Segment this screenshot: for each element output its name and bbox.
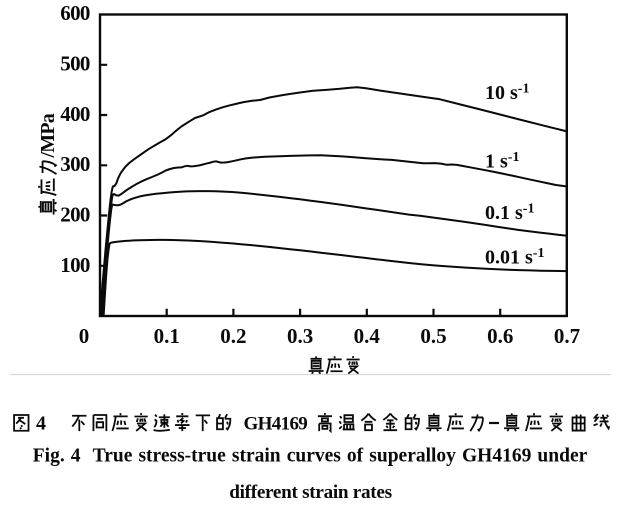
svg-text:500: 500 <box>60 52 90 76</box>
svg-text:0.4: 0.4 <box>354 324 381 348</box>
svg-text:different strain rates: different strain rates <box>229 482 392 503</box>
svg-text:0.1 s-1: 0.1 s-1 <box>485 202 534 225</box>
svg-text:600: 600 <box>60 1 90 25</box>
svg-text:200: 200 <box>60 202 90 226</box>
svg-text:0.3: 0.3 <box>287 324 313 348</box>
svg-text:300: 300 <box>60 152 90 176</box>
svg-text:0: 0 <box>79 324 90 348</box>
svg-text:Fig. 4 True stress-true strai: Fig. 4 True stress-true strain curves of… <box>33 446 588 467</box>
svg-text:1 s-1: 1 s-1 <box>485 150 519 173</box>
svg-text:0.2: 0.2 <box>220 324 246 348</box>
svg-text:0.01 s-1: 0.01 s-1 <box>485 246 544 269</box>
svg-text:4: 4 <box>36 413 46 435</box>
svg-text:100: 100 <box>60 253 90 277</box>
svg-text:0.7: 0.7 <box>554 324 580 348</box>
svg-text:400: 400 <box>60 102 90 126</box>
svg-text:0.5: 0.5 <box>420 324 446 348</box>
svg-text:10 s-1: 10 s-1 <box>485 82 529 105</box>
svg-text:0.6: 0.6 <box>487 324 513 348</box>
svg-text:/MPa: /MPa <box>37 113 59 158</box>
svg-text:GH4169: GH4169 <box>244 414 308 435</box>
svg-text:0.1: 0.1 <box>154 324 180 348</box>
